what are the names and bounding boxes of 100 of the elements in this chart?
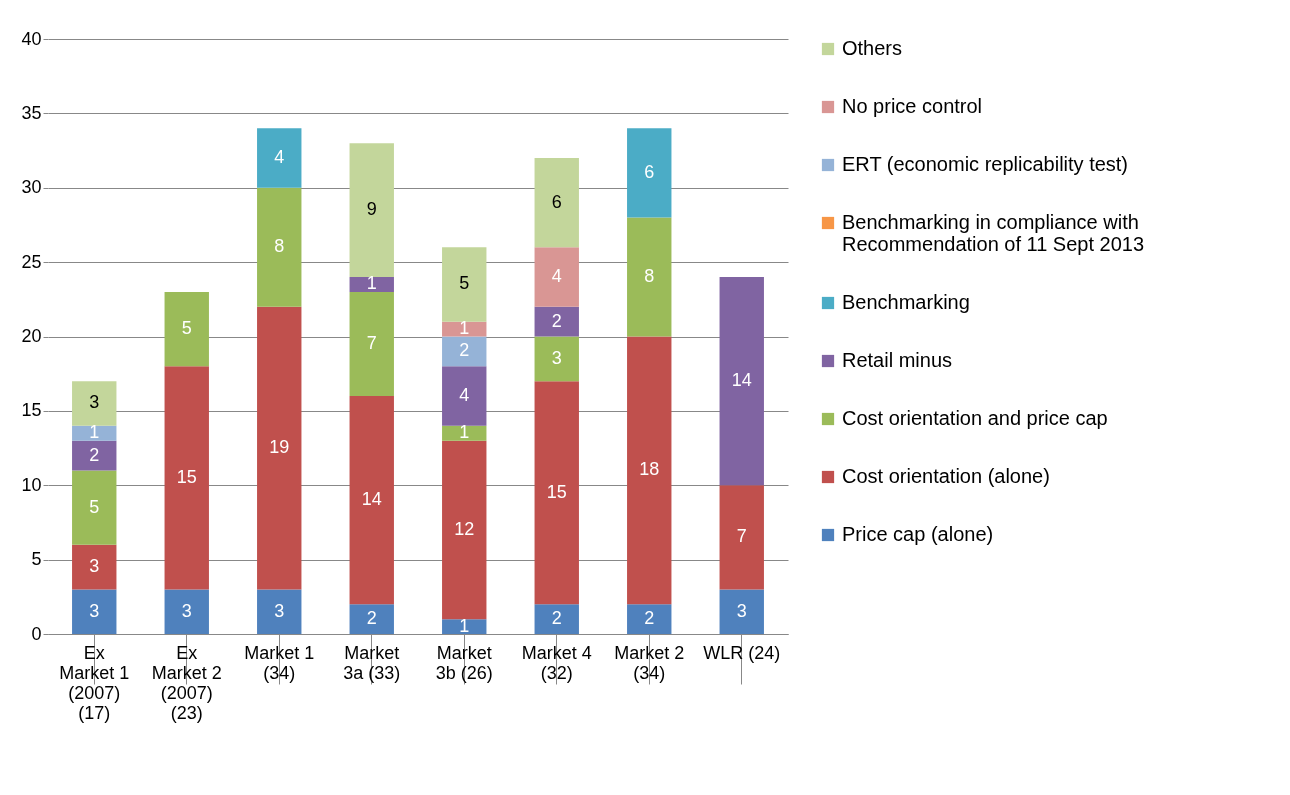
data-label: 1 xyxy=(459,422,470,443)
y-tick-label: 20 xyxy=(21,326,42,346)
legend-label: Price cap (alone) xyxy=(842,523,994,545)
y-tick-label: 15 xyxy=(21,400,42,421)
data-label: 5 xyxy=(459,273,470,294)
data-label: 4 xyxy=(459,385,470,405)
bar xyxy=(164,589,209,634)
bar xyxy=(442,321,487,337)
data-label: 1 xyxy=(459,318,470,339)
bar xyxy=(719,277,764,486)
bar xyxy=(534,381,579,605)
data-label: 3 xyxy=(89,392,100,413)
data-label: 3 xyxy=(89,600,100,621)
bar xyxy=(164,291,209,367)
legend-label: No price control xyxy=(842,95,983,117)
data-label: 6 xyxy=(644,161,655,182)
legend-label: Benchmarking in compliance with Recommendation of 11 Sept 2013 xyxy=(842,211,1145,255)
data-label: 2 xyxy=(89,444,100,465)
x-tick-label: Market 3b (26) xyxy=(435,642,493,683)
legend-label: Cost orientation (alone) xyxy=(842,465,1050,487)
y-tick-label: 30 xyxy=(21,177,42,198)
data-label: 5 xyxy=(89,496,100,517)
data-label: 1 xyxy=(89,422,100,443)
data-label: 7 xyxy=(366,332,377,353)
bar xyxy=(627,336,672,605)
bar xyxy=(627,604,672,634)
x-tick-label: Ex Market 1 (2007) (17) xyxy=(59,642,130,723)
bar xyxy=(719,485,764,590)
bar xyxy=(534,604,579,634)
x-tick-label: Market 1 (34) xyxy=(244,642,315,683)
y-tick-label: 0 xyxy=(31,623,42,644)
data-label: 6 xyxy=(551,191,562,212)
data-label: 3 xyxy=(274,600,285,621)
legend-label: Others xyxy=(842,37,903,59)
y-tick-label: 10 xyxy=(21,474,42,495)
data-label: 18 xyxy=(639,459,660,480)
bar xyxy=(257,128,302,188)
bar xyxy=(72,589,117,634)
bar xyxy=(72,425,117,441)
data-label: 1 xyxy=(366,273,377,294)
data-label: 4 xyxy=(274,147,285,167)
bar xyxy=(257,589,302,634)
data-label: 14 xyxy=(361,489,382,510)
bar xyxy=(442,425,487,441)
legend-label: Benchmarking xyxy=(842,291,970,313)
x-tick-label: Market 2 (34) xyxy=(614,642,685,683)
data-label: 3 xyxy=(181,600,192,621)
x-tick-label: WLR (24) xyxy=(703,642,781,663)
data-label: 15 xyxy=(546,481,567,502)
data-label: 2 xyxy=(551,608,562,629)
y-tick-label: 40 xyxy=(21,28,42,49)
data-label: 9 xyxy=(366,199,377,220)
bar xyxy=(72,381,117,426)
data-label: 2 xyxy=(459,340,470,361)
bar xyxy=(349,277,394,292)
bar xyxy=(442,440,487,620)
bar xyxy=(257,187,302,307)
bar xyxy=(627,217,672,337)
bar xyxy=(349,291,394,396)
y-tick-label: 5 xyxy=(31,549,42,570)
bar xyxy=(534,247,579,307)
x-tick-label: Ex Market 2 (2007) (23) xyxy=(151,642,222,723)
data-label: 12 xyxy=(454,518,475,539)
data-label: 3 xyxy=(551,347,562,368)
data-label: 8 xyxy=(644,266,655,286)
bar xyxy=(627,128,672,218)
data-label: 15 xyxy=(176,466,197,487)
x-tick-label: Market 4 (32) xyxy=(521,642,592,683)
data-label: 8 xyxy=(274,236,285,257)
bar xyxy=(534,306,579,337)
bar xyxy=(72,440,117,471)
bar xyxy=(534,158,579,248)
y-tick-label: 35 xyxy=(21,102,42,123)
bar xyxy=(349,604,394,634)
data-label: 2 xyxy=(551,310,562,331)
data-label: 3 xyxy=(736,600,747,621)
y-tick-label: 25 xyxy=(21,251,42,272)
bar xyxy=(72,470,117,545)
data-label: 4 xyxy=(551,266,562,286)
bar xyxy=(442,247,487,322)
bar xyxy=(349,396,394,605)
legend-label: ERT (economic replicability test) xyxy=(842,153,1129,175)
data-label: 2 xyxy=(644,608,655,629)
data-label: 19 xyxy=(269,437,290,458)
data-label: 3 xyxy=(89,556,100,577)
bar xyxy=(164,366,209,590)
data-label: 5 xyxy=(181,318,192,339)
bar xyxy=(442,366,487,426)
x-tick-label: Market 3a (33) xyxy=(343,642,401,683)
bar xyxy=(349,143,394,277)
bar xyxy=(534,336,579,382)
data-label: 7 xyxy=(736,526,747,547)
bar xyxy=(257,306,302,590)
data-label: 2 xyxy=(366,608,377,629)
bar xyxy=(719,589,764,634)
bar xyxy=(442,619,487,634)
data-label: 14 xyxy=(731,370,752,391)
legend-label: Retail minus xyxy=(842,349,953,371)
legend-label: Cost orientation and price cap xyxy=(842,407,1108,429)
bar xyxy=(72,544,117,590)
